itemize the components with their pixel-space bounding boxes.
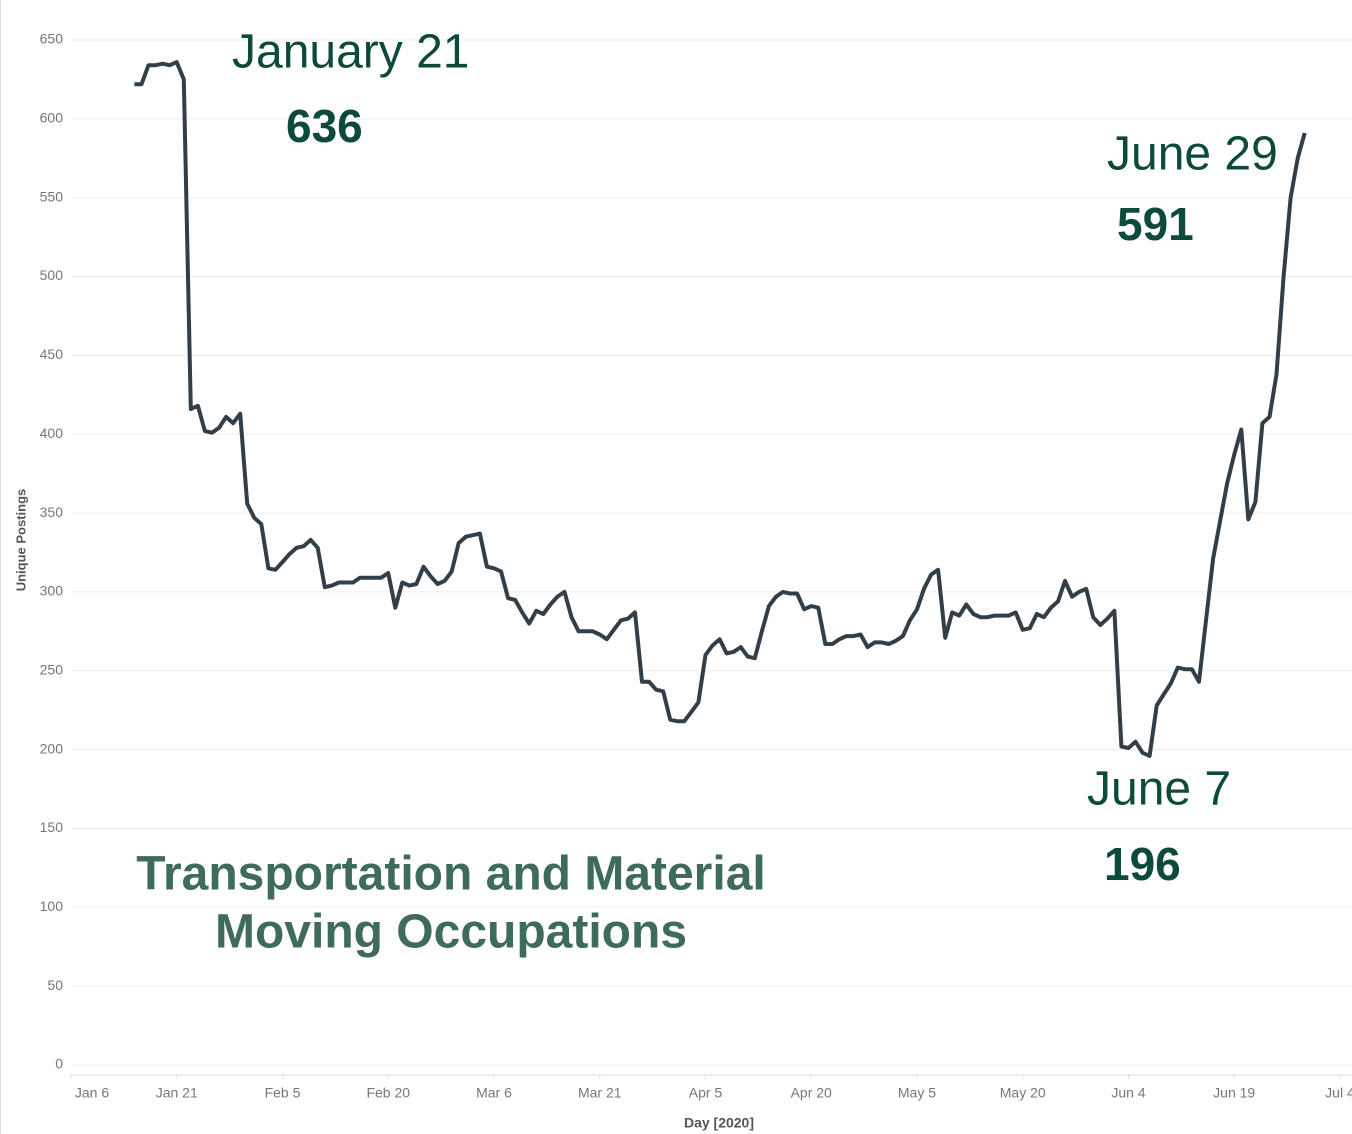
annotation: June 29 [1107,128,1278,181]
y-tick-label: 50 [47,977,63,993]
y-tick-label: 650 [40,31,64,47]
y-tick-label: 450 [40,346,64,362]
x-tick-label: Jun 19 [1213,1085,1255,1101]
x-tick-label: Apr 5 [689,1085,723,1101]
annotation: June 7 [1087,763,1231,816]
x-tick-label: Jan 6 [75,1085,109,1101]
y-tick-label: 0 [55,1056,63,1072]
x-tick-label: Mar 21 [578,1085,622,1101]
x-tick-label: May 5 [898,1085,936,1101]
y-tick-label: 550 [40,188,64,204]
y-tick-label: 250 [40,661,64,677]
annotation-value: 591 [1117,198,1194,250]
y-tick-label: 500 [40,267,64,283]
annotation-value: 196 [1104,838,1181,890]
y-tick-label: 350 [40,504,64,520]
x-tick-label: May 20 [1000,1085,1046,1101]
y-tick-label: 150 [40,819,64,835]
x-tick-label: Mar 6 [476,1085,512,1101]
annotation: January 21 [232,26,470,79]
x-tick-label: Jul 4 [1325,1085,1352,1101]
annotation-value: 636 [286,100,363,152]
y-tick-label: 200 [40,740,64,756]
y-tick-label: 300 [40,583,64,599]
y-tick-label: 400 [40,425,64,441]
chart-title: Moving Occupations [215,906,687,959]
y-axis-title: Unique Postings [13,489,28,592]
x-tick-label: Feb 5 [265,1085,301,1101]
x-tick-label: Jan 21 [156,1085,198,1101]
x-tick-label: Jun 4 [1111,1085,1145,1101]
y-tick-label: 600 [40,110,64,126]
x-tick-label: Apr 20 [791,1085,832,1101]
x-axis-title: Day [2020] [684,1115,754,1131]
y-tick-label: 100 [40,898,64,914]
data-line [134,60,1307,758]
x-tick-label: Feb 20 [366,1085,410,1101]
chart-title: Transportation and Material [136,848,765,901]
